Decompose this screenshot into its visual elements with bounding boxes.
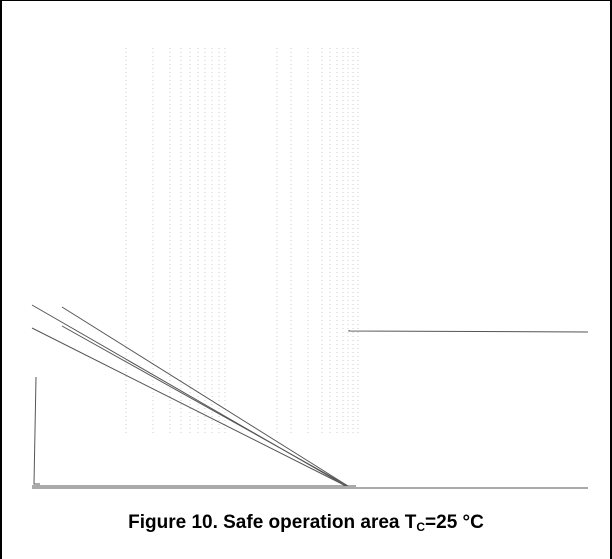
series-line-1: [61, 306, 349, 487]
series-lines: [31, 304, 589, 489]
series-line-3: [61, 325, 349, 487]
grid-lines: [125, 48, 359, 436]
caption-subscript: C: [416, 520, 426, 534]
series-line-4: [348, 330, 589, 333]
series-line-2: [31, 327, 347, 487]
caption-text: Figure 10. Safe operation area T: [128, 512, 417, 533]
series-line-5: [33, 376, 40, 485]
safe-operation-area-chart: [31, 48, 589, 489]
figure-caption: Figure 10. Safe operation area TC=25 °C: [0, 512, 612, 548]
caption-suffix: =25 °C: [425, 512, 484, 533]
